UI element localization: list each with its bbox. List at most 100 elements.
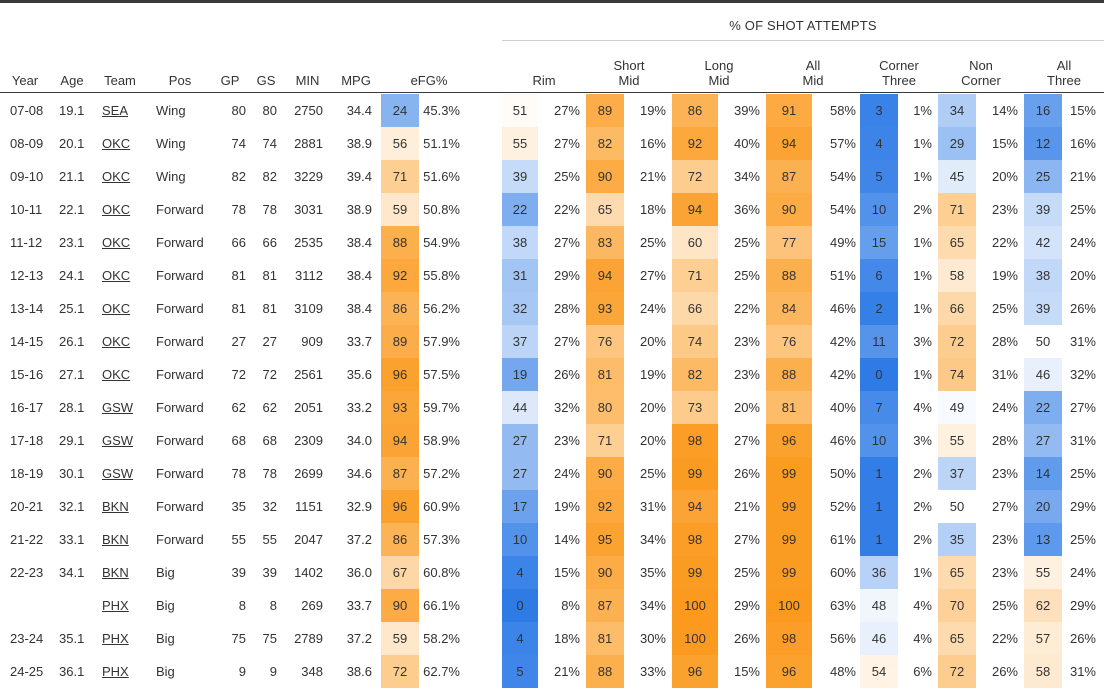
cell-at-rank: 20	[1024, 490, 1062, 523]
cell-min: 2881	[294, 136, 323, 151]
cell-efg: 59.7%	[423, 400, 460, 415]
cell-lm-rank: 96	[672, 655, 718, 688]
cell-mpg: 38.4	[346, 268, 372, 283]
cell-sm-rank: 87	[586, 589, 624, 622]
cell-efg-rank: 96	[381, 358, 419, 391]
cell-ct-rank: 11	[860, 325, 898, 358]
team-link[interactable]: OKC	[102, 235, 131, 250]
cell-at-rank: 16	[1024, 94, 1062, 127]
cell-age: 21.1	[59, 169, 85, 184]
spacer-cell	[470, 226, 502, 259]
cell-team: GSW	[101, 391, 156, 424]
cell-sm: 33%	[639, 664, 666, 679]
cell-year: 15-16	[10, 367, 44, 382]
cell-mpg: 35.6	[346, 367, 372, 382]
cell-ct-rank: 10	[860, 424, 898, 457]
team-link[interactable]: GSW	[102, 433, 134, 448]
spacer-cell	[470, 457, 502, 490]
cell-am: 48%	[829, 664, 856, 679]
cell-team: OKC	[101, 226, 156, 259]
cell-gp: 82	[231, 169, 246, 184]
cell-sm: 31%	[639, 499, 666, 514]
team-link[interactable]: BKN	[102, 565, 129, 580]
team-link[interactable]: OKC	[102, 367, 131, 382]
team-link[interactable]: BKN	[102, 532, 129, 547]
cell-rim-rank: 37	[502, 325, 538, 358]
header-pos: Pos	[168, 73, 192, 88]
cell-team: PHX	[101, 589, 156, 622]
cell-at: 16%	[1069, 136, 1096, 151]
cell-year: 18-19	[10, 466, 44, 481]
cell-rim-rank: 31	[502, 259, 538, 292]
cell-am: 54%	[829, 202, 856, 217]
cell-sm: 20%	[639, 433, 666, 448]
cell-age: 35.1	[59, 631, 85, 646]
cell-team: SEA	[101, 94, 156, 127]
team-link[interactable]: OKC	[102, 301, 131, 316]
team-link[interactable]: BKN	[102, 499, 129, 514]
cell-at-rank: 42	[1024, 226, 1062, 259]
cell-team: OKC	[101, 193, 156, 226]
cell-min: 2699	[294, 466, 323, 481]
cell-team: GSW	[101, 424, 156, 457]
cell-ct: 1%	[913, 136, 932, 151]
cell-age: 22.1	[59, 202, 85, 217]
cell-am-rank: 81	[766, 391, 812, 424]
cell-efg: 54.9%	[423, 235, 460, 250]
cell-at: 31%	[1069, 433, 1096, 448]
cell-lm: 26%	[733, 466, 760, 481]
cell-efg: 60.8%	[423, 565, 460, 580]
cell-at: 25%	[1069, 202, 1096, 217]
cell-year: 22-23	[10, 565, 44, 580]
cell-mpg: 33.7	[346, 334, 372, 349]
cell-efg: 55.8%	[423, 268, 460, 283]
team-link[interactable]: PHX	[102, 631, 129, 646]
cell-rim-rank: 22	[502, 193, 538, 226]
table-row: 12-13 24.1 OKC Forward 81 81 3112 38.4 92 55.8% 31…	[0, 259, 1104, 292]
cell-at: 26%	[1069, 631, 1096, 646]
cell-rim: 14%	[553, 532, 580, 547]
header-long-mid: Long Mid	[704, 58, 734, 88]
cell-efg-rank: 71	[381, 160, 419, 193]
team-link[interactable]: OKC	[102, 334, 131, 349]
cell-nc-rank: 45	[938, 160, 976, 193]
cell-am-rank: 94	[766, 127, 812, 160]
shot-attempts-group-header: % OF SHOT ATTEMPTS	[729, 18, 877, 33]
team-link[interactable]: PHX	[102, 664, 129, 679]
cell-lm: 21%	[733, 499, 760, 514]
cell-efg: 50.8%	[423, 202, 460, 217]
team-link[interactable]: OKC	[102, 169, 131, 184]
team-link[interactable]: GSW	[102, 466, 134, 481]
cell-ct-rank: 0	[860, 358, 898, 391]
spacer-cell	[470, 490, 502, 523]
cell-rim-rank: 55	[502, 127, 538, 160]
cell-nc: 23%	[991, 565, 1018, 580]
cell-ct: 3%	[913, 433, 932, 448]
cell-at-rank: 27	[1024, 424, 1062, 457]
cell-gs: 80	[262, 103, 277, 118]
cell-rim-rank: 5	[502, 655, 538, 688]
cell-gp: 81	[231, 301, 246, 316]
team-link[interactable]: GSW	[102, 400, 134, 415]
team-link[interactable]: OKC	[102, 202, 131, 217]
table-row: 08-09 20.1 OKC Wing 74 74 2881 38.9 56 51.1% 55 27%…	[0, 127, 1104, 160]
cell-sm-rank: 90	[586, 160, 624, 193]
cell-year: 10-11	[10, 202, 43, 217]
cell-gp: 81	[231, 268, 246, 283]
cell-am-rank: 91	[766, 94, 812, 127]
table-row: 20-21 32.1 BKN Forward 35 32 1151 32.9 96 60.9% 17…	[0, 490, 1104, 523]
cell-sm-rank: 90	[586, 556, 624, 589]
cell-sm-rank: 81	[586, 622, 624, 655]
team-link[interactable]: SEA	[102, 103, 129, 118]
team-link[interactable]: PHX	[102, 598, 129, 613]
cell-rim: 27%	[553, 136, 580, 151]
cell-efg: 66.1%	[423, 598, 460, 613]
cell-age: 25.1	[59, 301, 85, 316]
cell-ct: 1%	[913, 301, 932, 316]
cell-efg: 57.3%	[423, 532, 460, 547]
team-link[interactable]: OKC	[102, 136, 131, 151]
spacer-cell	[470, 622, 502, 655]
cell-ct: 2%	[913, 532, 932, 547]
cell-sm: 19%	[639, 103, 666, 118]
team-link[interactable]: OKC	[102, 268, 131, 283]
